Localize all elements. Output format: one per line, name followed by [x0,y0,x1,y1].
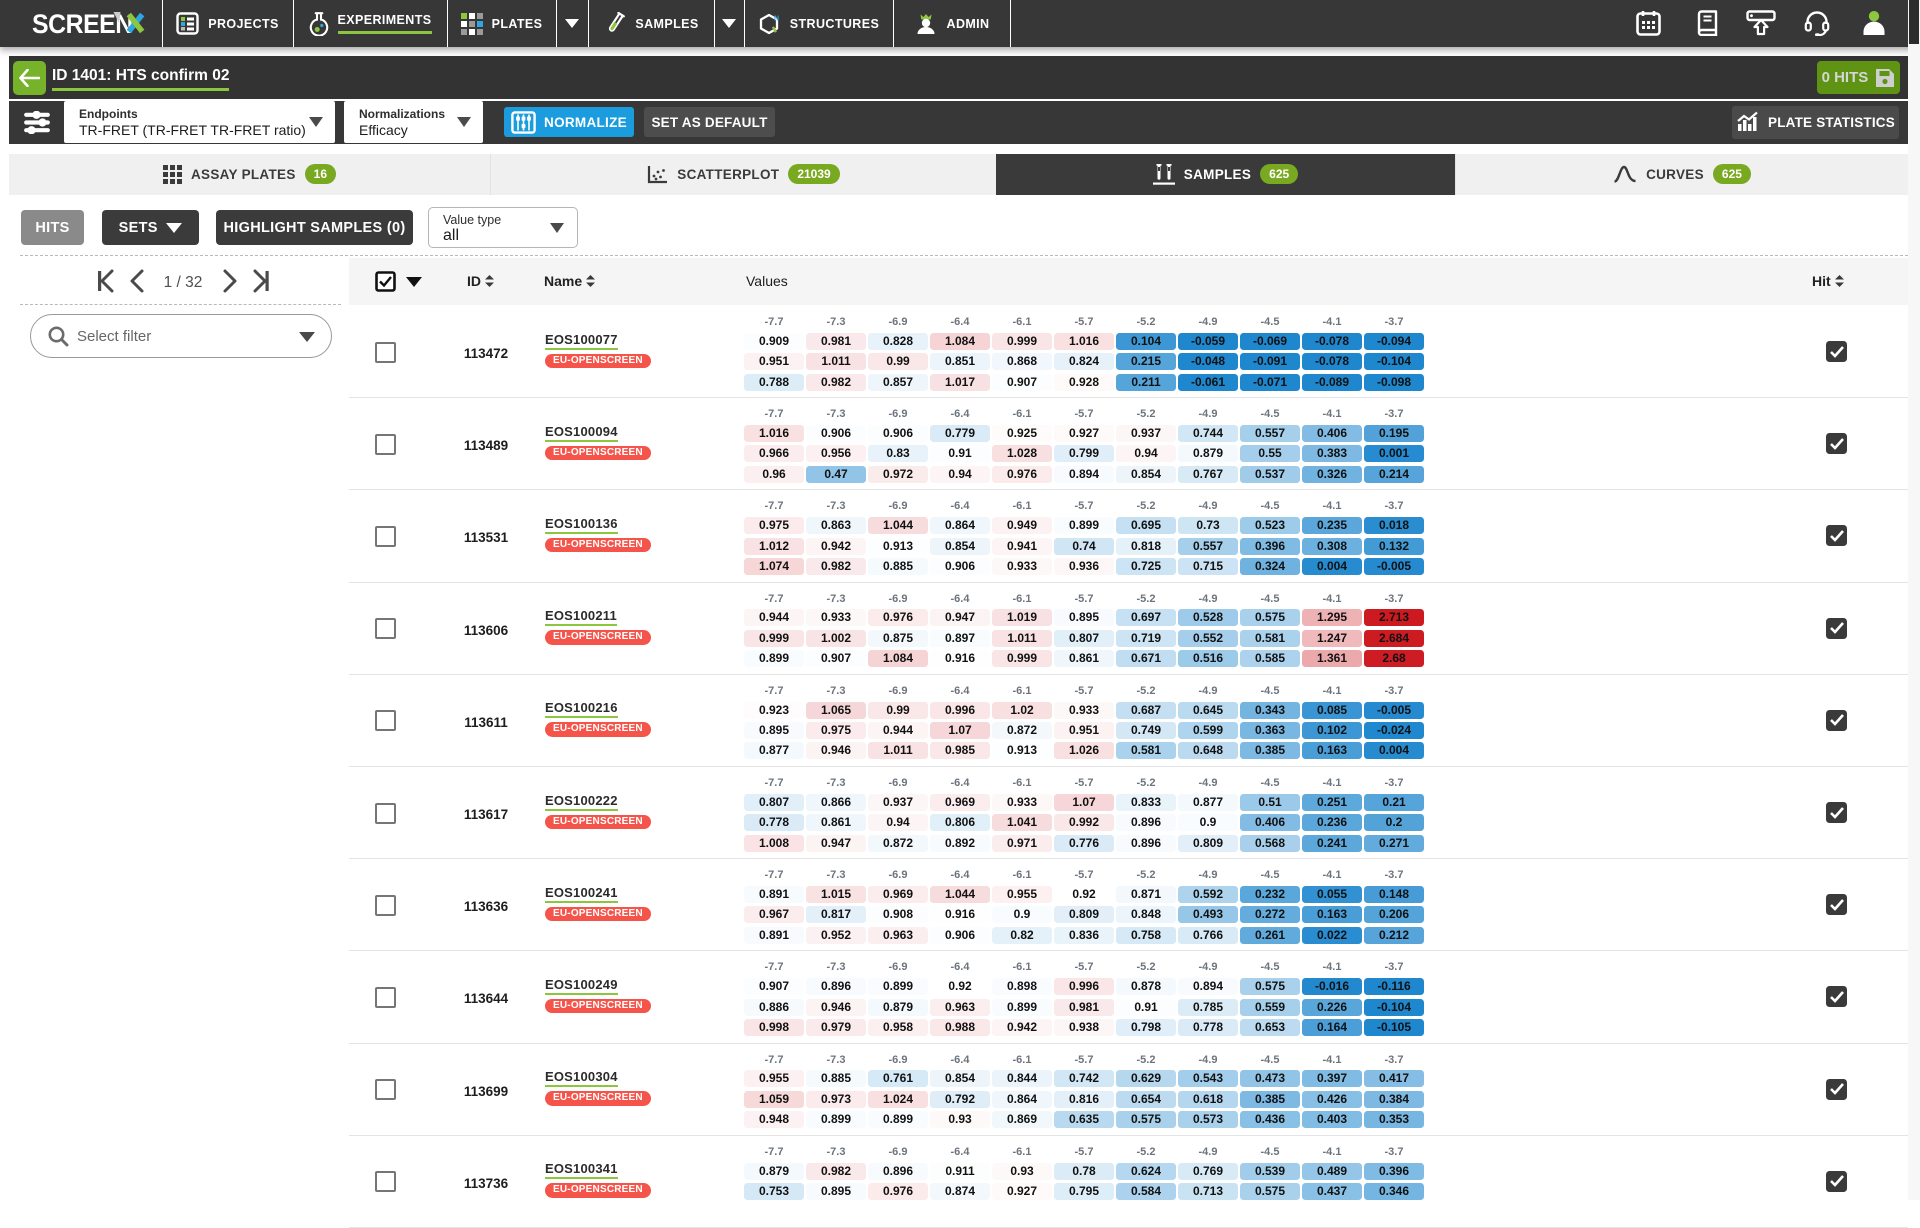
svg-text:1 / 32: 1 / 32 [164,274,203,291]
svg-text:N: N [774,15,779,22]
